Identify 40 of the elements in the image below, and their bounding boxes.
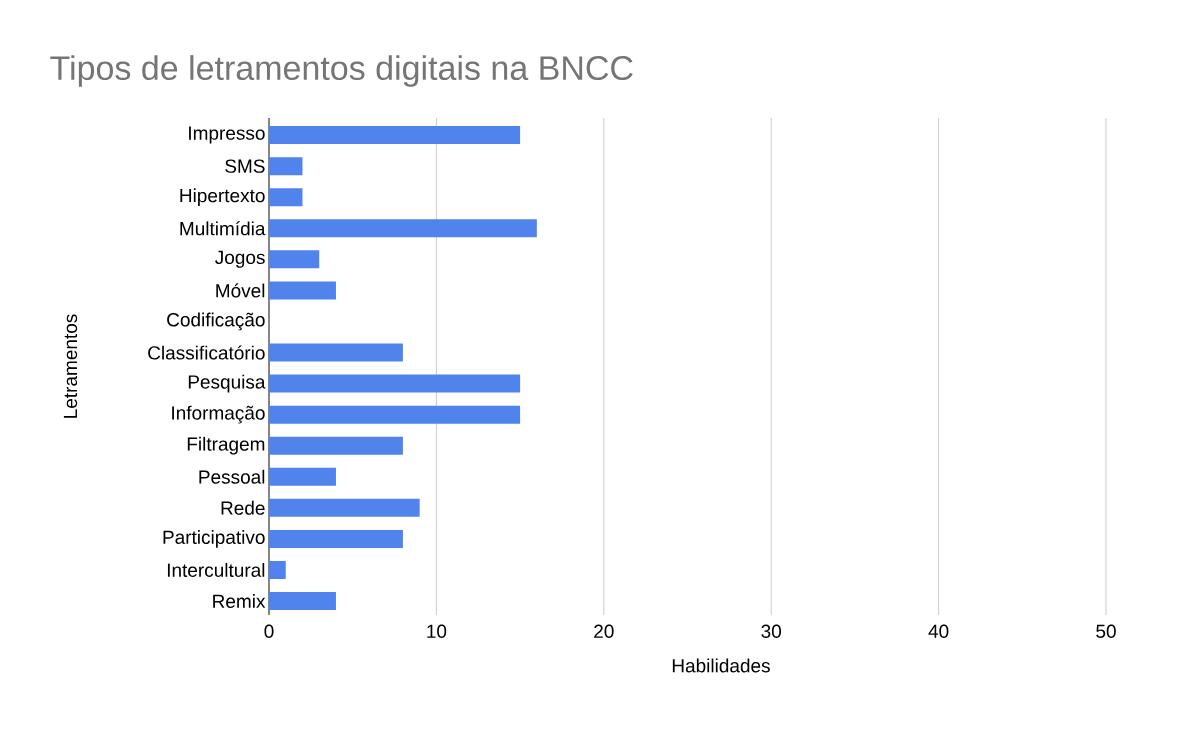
y-tick-label: Classificatório	[148, 345, 265, 360]
bar	[269, 188, 303, 207]
y-tick-label: Móvel	[216, 283, 265, 298]
y-tick-label: Jogos	[215, 250, 265, 268]
x-tick-label: 10	[427, 624, 447, 638]
bar	[269, 467, 336, 486]
y-tick-label: Rede	[221, 500, 265, 515]
y-tick-label: Participativo	[163, 530, 265, 548]
y-tick-label: Multimídia	[180, 221, 266, 236]
bar	[269, 219, 537, 238]
bar	[269, 281, 336, 300]
bar	[269, 126, 521, 145]
x-tick-label: 20	[594, 624, 614, 638]
y-axis-title: Letramentos	[63, 314, 78, 418]
bar	[269, 343, 403, 362]
y-tick-label: Pessoal	[199, 469, 265, 484]
x-axis-title: Habilidades	[672, 658, 770, 673]
x-tick-label: 30	[761, 624, 782, 638]
y-tick-label: Informação	[172, 405, 265, 424]
y-tick-label: Codificação	[167, 312, 265, 331]
y-tick-label: Pesquisa	[188, 374, 266, 393]
y-tick-label: SMS	[225, 159, 265, 173]
bar	[269, 560, 286, 579]
x-tick-label: 50	[1096, 624, 1116, 638]
bar	[269, 436, 403, 455]
y-tick-label: Filtragem	[187, 436, 265, 455]
y-tick-label: Impresso	[189, 126, 265, 144]
bar	[269, 157, 303, 176]
y-tick-label: Remix	[213, 594, 266, 608]
x-tick-label: 40	[928, 624, 949, 638]
x-tick-label: 0	[264, 624, 274, 638]
bar	[269, 498, 420, 517]
bar	[269, 250, 320, 269]
bar	[269, 529, 403, 548]
bar	[269, 374, 521, 393]
chart-title: Tipos de letramentos digitais na BNCC	[50, 55, 633, 87]
y-tick-label: Intercultural	[167, 562, 265, 577]
y-tick-label: Hipertexto	[180, 188, 265, 207]
bar	[269, 405, 521, 424]
bar	[269, 592, 336, 611]
